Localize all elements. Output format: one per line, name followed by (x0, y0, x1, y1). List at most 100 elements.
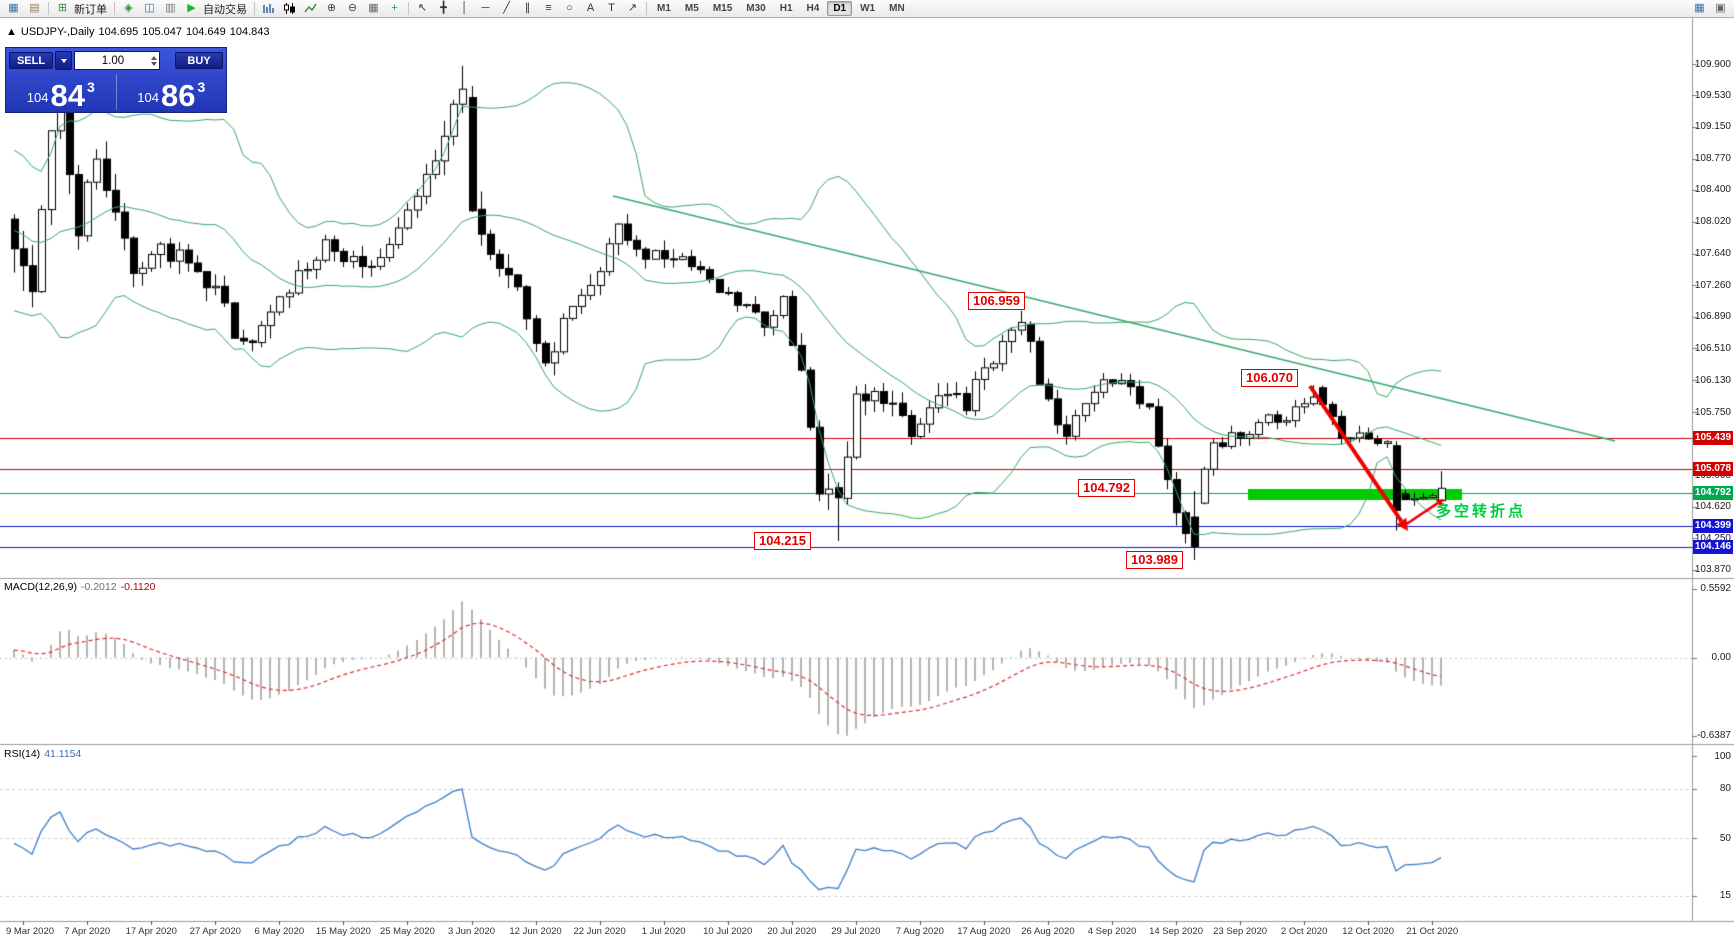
timeframe-m1[interactable]: M1 (657, 3, 671, 14)
chart-list-icon[interactable]: ▣ (1715, 2, 1726, 14)
date-label: 2 Oct 2020 (1280, 926, 1328, 937)
trade-panel-prices: 104 84 3 104 86 3 (6, 71, 226, 113)
volume-value[interactable]: 1.00 (101, 54, 125, 67)
market-watch-icon[interactable]: ◈ (124, 2, 133, 14)
date-label: 14 Sep 2020 (1149, 926, 1203, 937)
timeframe-m30[interactable]: M30 (746, 3, 766, 14)
arrows-icon[interactable]: ↗ (627, 2, 638, 14)
macd-name: MACD(12,26,9) (4, 581, 77, 593)
date-label: 27 Apr 2020 (189, 926, 241, 937)
toolbar-separator (114, 2, 115, 15)
price-axis-label: 109.150 (1694, 121, 1731, 133)
price-axis-label: 106.890 (1694, 311, 1731, 323)
sell-price[interactable]: 104 84 3 (6, 71, 116, 113)
date-label: 25 May 2020 (379, 926, 435, 937)
trade-panel-controls: SELL 1.00 BUY (6, 48, 226, 71)
price-annotation-box[interactable]: 103.989 (1126, 551, 1183, 569)
quote-low: 104.649 (185, 26, 226, 38)
timeframe-m5[interactable]: M5 (684, 3, 699, 14)
date-label: 9 Mar 2020 (5, 926, 55, 937)
date-label: 17 Apr 2020 (125, 926, 177, 937)
date-label: 26 Aug 2020 (1021, 926, 1075, 937)
buy-price-big: 86 (160, 77, 196, 113)
price-axis-label: 108.020 (1694, 216, 1731, 228)
text-label-icon[interactable]: T (608, 2, 615, 14)
text-icon[interactable]: A (586, 2, 595, 14)
horizontal-line-icon[interactable]: ─ (481, 2, 490, 14)
buy-price-sup: 3 (197, 79, 206, 95)
price-annotation-box[interactable]: 106.070 (1241, 369, 1298, 387)
timeframe-h4[interactable]: H4 (806, 3, 820, 14)
bar-chart-icon[interactable] (258, 0, 279, 18)
toolbar: ▦ ▤ ⊞ 新订单 ◈ ◫ ▥ ▶ 自动交易 ⊕ ⊖ ▦ + ↖ ╋ │ ─ ╱ ∥ ≡ ○ A T ↗ M1 M5 M15 M30 H… (0, 0, 1734, 18)
new-order-icon[interactable]: ⊞ (57, 2, 68, 14)
buy-price-prefix: 104 (137, 90, 159, 105)
rsi-value: 41.1154 (44, 748, 82, 760)
price-axis-label: 109.900 (1694, 58, 1731, 70)
ellipse-icon[interactable]: ○ (566, 2, 573, 14)
price-axis-label: 107.640 (1694, 248, 1731, 260)
data-window-icon[interactable]: ◫ (144, 2, 155, 14)
date-label: 7 Aug 2020 (895, 926, 944, 937)
timeframe-mn[interactable]: MN (889, 3, 905, 14)
sell-price-prefix: 104 (26, 90, 49, 105)
line-chart-icon[interactable] (300, 0, 321, 18)
timeframe-w1[interactable]: W1 (860, 3, 876, 14)
equidistant-channel-icon[interactable]: ∥ (524, 2, 531, 14)
macd-axis-label: 0.00 (1711, 652, 1731, 663)
rsi-axis-label: 50 (1719, 832, 1731, 844)
date-label: 29 Jul 2020 (831, 926, 881, 937)
zoom-in-icon[interactable]: ⊕ (326, 2, 337, 14)
date-label: 12 Oct 2020 (1342, 926, 1395, 937)
date-label: 3 Jun 2020 (447, 926, 496, 937)
price-tag: 105.078 (1693, 461, 1733, 476)
date-label: 22 Jun 2020 (573, 926, 626, 937)
zoom-out-icon[interactable]: ⊖ (347, 2, 358, 14)
new-chart-icon[interactable]: ▦ (8, 2, 19, 14)
candlestick-chart-icon[interactable] (279, 0, 300, 18)
macd-axis-label: 0.5592 (1700, 583, 1731, 595)
order-type-dropdown[interactable] (55, 51, 72, 70)
quote-symbol: USDJPY-,Daily (20, 26, 95, 38)
fibonacci-icon[interactable]: ≡ (545, 2, 552, 14)
macd-indicator-label: MACD(12,26,9) -0.2012 -0.1120 (4, 581, 155, 593)
new-order-label[interactable]: 新订单 (74, 3, 107, 16)
indicators-list-icon[interactable]: + (391, 2, 398, 14)
price-axis-label: 107.260 (1694, 279, 1731, 291)
volume-field[interactable]: 1.00 (74, 51, 160, 70)
date-label: 12 Jun 2020 (509, 926, 562, 937)
toolbar-separator (646, 2, 647, 15)
vertical-line-icon[interactable]: │ (461, 2, 468, 14)
crosshair-icon[interactable]: ╋ (440, 2, 447, 14)
timeframe-h1[interactable]: H1 (779, 3, 793, 14)
timeframe-d1[interactable]: D1 (827, 1, 853, 16)
macd-axis-label: -0.6387 (1697, 730, 1731, 742)
quote-open: 104.695 (98, 26, 139, 38)
cursor-icon[interactable]: ↖ (417, 2, 428, 14)
price-axis-label: 105.750 (1694, 406, 1731, 418)
buy-price[interactable]: 104 86 3 (117, 71, 227, 113)
price-axis-label: 106.130 (1694, 374, 1731, 386)
buy-button[interactable]: BUY (175, 52, 223, 69)
price-annotation-box[interactable]: 104.792 (1078, 479, 1135, 497)
turning-point-note[interactable]: 多空转折点 (1436, 503, 1527, 520)
chart-shift-icon[interactable]: ▦ (1694, 2, 1705, 14)
volume-decrease-button[interactable] (151, 61, 157, 66)
timeframe-m15[interactable]: M15 (712, 3, 733, 14)
autotrade-icon[interactable]: ▶ (187, 2, 196, 14)
navigator-icon[interactable]: ▥ (165, 2, 176, 14)
chart-profiles-icon[interactable]: ▤ (29, 2, 40, 14)
date-label: 1 Jul 2020 (641, 926, 686, 937)
autotrade-label[interactable]: 自动交易 (203, 3, 247, 16)
price-annotation-box[interactable]: 104.215 (754, 532, 811, 550)
volume-increase-button[interactable] (151, 55, 157, 60)
rsi-axis-label: 80 (1719, 783, 1731, 795)
tile-windows-icon[interactable]: ▦ (368, 2, 379, 14)
sell-button[interactable]: SELL (9, 52, 53, 69)
price-tag: 104.146 (1693, 539, 1733, 554)
price-annotation-box[interactable]: 106.959 (968, 292, 1025, 310)
trendline-icon[interactable]: ╱ (503, 2, 510, 14)
macd-value: -0.2012 (80, 581, 117, 593)
